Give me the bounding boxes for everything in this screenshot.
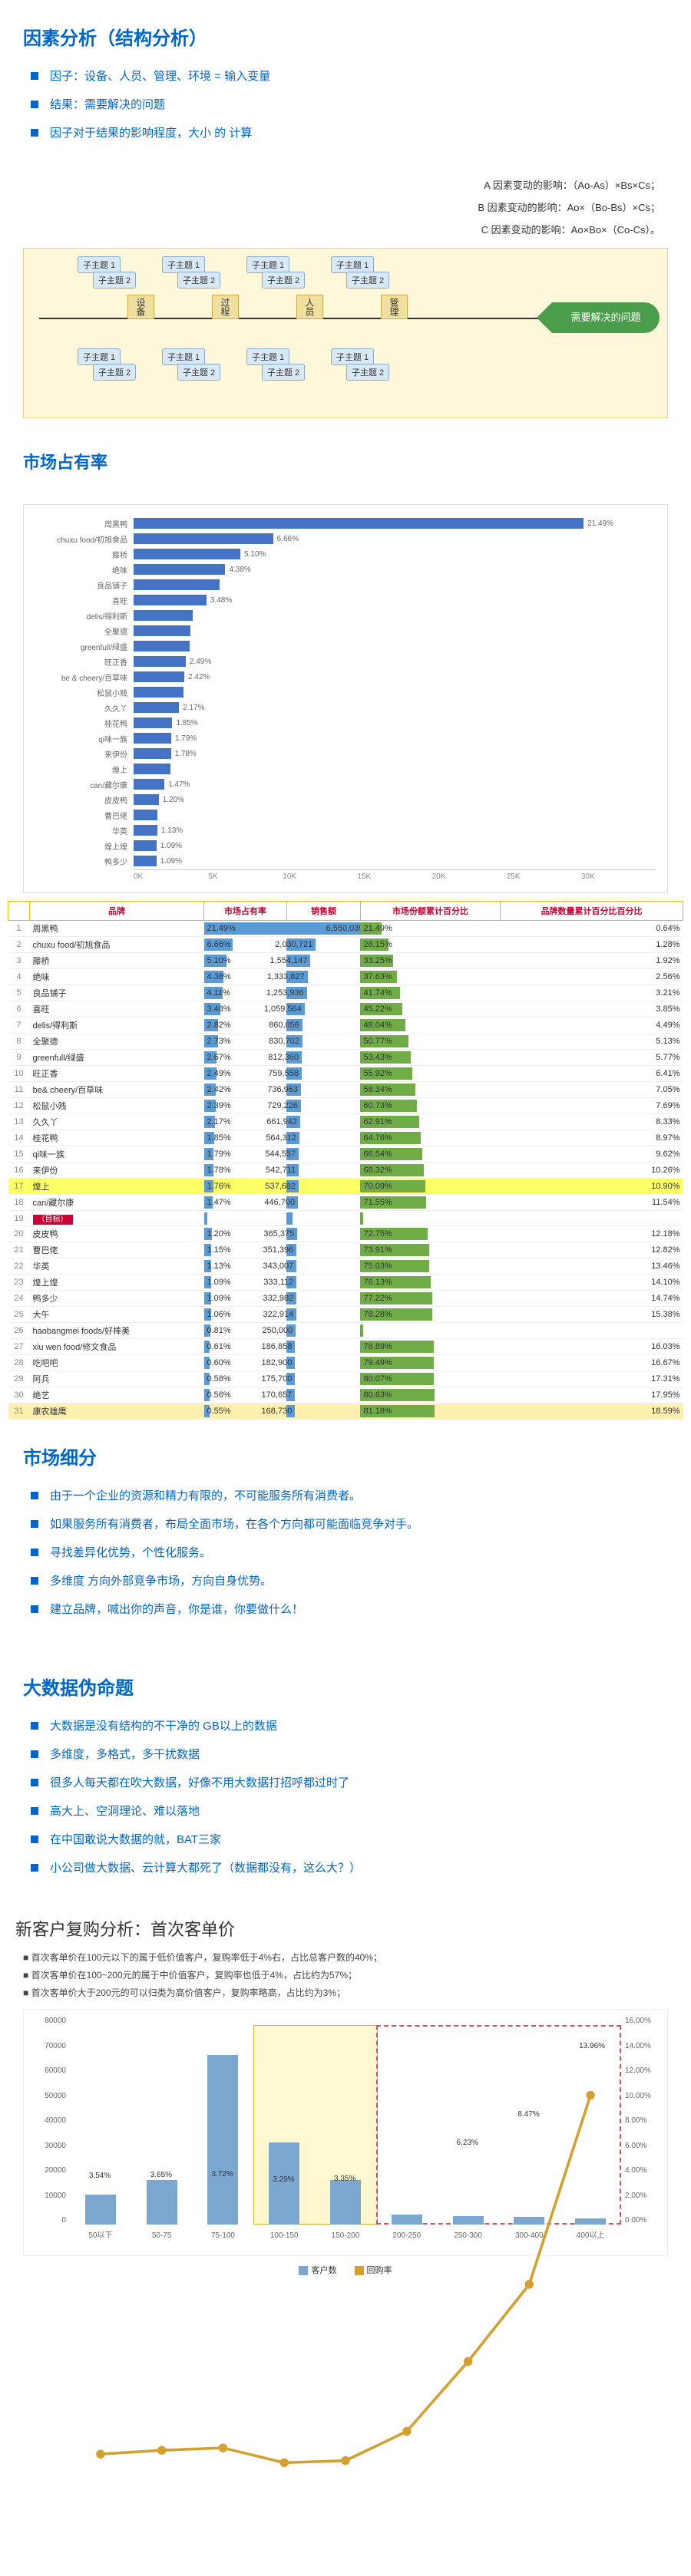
formula-line: A 因素变动的影响：（Ao-As）×Bs×Cs； [0, 173, 691, 196]
bullet-item: 大数据是没有结构的不干净的 GB以上的数据 [31, 1711, 668, 1740]
hbar-row: 松鼠小贱 [35, 685, 656, 699]
table-row: 23 煌上煌 1.09% 333,112 76.13% 14.10% [8, 1275, 683, 1291]
col-header: 市场占有率 [204, 902, 287, 921]
hbar-row: delis/得利斯 [35, 609, 656, 622]
table-row: 7 delis/得利斯 2.82% 860,056 48.04% 4.49% [8, 1018, 683, 1034]
hbar-row: 周黑鸭21.49% [35, 516, 656, 530]
table-row: 29 阿兵 0.58% 175,700 80.07% 17.31% [8, 1371, 683, 1387]
hbar-row: 久久丫2.17% [35, 701, 656, 714]
table-row: 26 haobangmei foods/好棒美 0.81% 250,000 [8, 1323, 683, 1339]
table-row: 6 喜旺 3.48% 1,059,564 45.22% 3.85% [8, 1001, 683, 1018]
bullet-item: 由于一个企业的资源和精力有限的，不可能服务所有消费者。 [31, 1481, 668, 1509]
hbar-row: 藤桥5.10% [35, 547, 656, 561]
table-row: 10 旺正香 2.49% 759,558 55.92% 6.41% [8, 1066, 683, 1082]
bigdata-list: 大数据是没有结构的不干净的 GB以上的数据多维度，多格式，多干扰数据很多人每天都… [23, 1711, 668, 1882]
note-line: ■ 首次客单价大于200元的可以归类为高价值客户，复购率略高，占比约为3%； [0, 1984, 691, 2001]
hbar-row: 绝味4.38% [35, 562, 656, 576]
table-row: 4 绝味 4.38% 1,333,827 37.63% 2.56% [8, 969, 683, 985]
bullet-item: 在中国敢说大数据的就，BAT三家 [31, 1825, 668, 1853]
hbar-row: chuxu food/初旭食品6.66% [35, 532, 656, 546]
bullet-item: 多维度，多格式，多干扰数据 [31, 1740, 668, 1768]
hbar-row: 曹巴佬 [35, 808, 656, 822]
table-row: 27 xiu wen food/修文食品 0.61% 186,858 78.89… [8, 1339, 683, 1355]
hbar-chart: 周黑鸭21.49% chuxu food/初旭食品6.66%藤桥5.10%绝味4.… [23, 504, 668, 893]
table-row: 12 松鼠小贱 2.39% 729,226 60.73% 7.69% [8, 1098, 683, 1114]
bigdata-title: 大数据伪命题 [23, 1673, 668, 1700]
fishbone-diagram: 需要解决的问题 子主题 1子主题 2子主题 1子主题 2设备子主题 1子主题 2… [23, 248, 668, 418]
table-row: 8 全聚德 2.73% 830,702 50.77% 5.13% [8, 1034, 683, 1050]
table-row: 19 （目标） [8, 1211, 683, 1226]
fish-head: 需要解决的问题 [552, 302, 660, 333]
hbar-row: 煌上煌1.09% [35, 839, 656, 853]
bullet-item: 因子对于结果的影响程度，大小 的 计算 [31, 118, 668, 147]
bullet-item: 结果：需要解决的问题 [31, 90, 668, 118]
hbar-row: 煌上 [35, 762, 656, 776]
hbar-row: greenfull/绿盛 [35, 639, 656, 653]
table-row: 31 康农雄鹰 0.55% 168,730 81.18% 18.59% [8, 1403, 683, 1420]
segment-title: 市场细分 [23, 1443, 668, 1469]
repurchase-title: 新客户复购分析：首次客单价 [0, 1908, 691, 1948]
table-row: 30 绝艺 0.56% 170,657 80.63% 17.95% [8, 1387, 683, 1403]
col-header: 品牌数量累计百分比百分比 [501, 902, 683, 921]
hbar-row: 旺正香2.49% [35, 655, 656, 668]
hbar-row: 来伊份1.78% [35, 747, 656, 760]
hbar-row: 全聚德 [35, 624, 656, 638]
table-row: 25 大午 1.06% 322,914 78.28% 15.38% [8, 1307, 683, 1323]
hbar-row: 喜旺3.48% [35, 593, 656, 607]
table-row: 11 be& cheery/百草味 2.42% 736,963 58.34% 7… [8, 1082, 683, 1098]
factor-title: 因素分析（结构分析） [23, 23, 668, 50]
formula-line: C 因素变动的影响：Ao×Bo×（Co-Cs）。 [0, 218, 691, 240]
formula-block: A 因素变动的影响：（Ao-As）×Bs×Cs；B 因素变动的影响：Ao×（Bo… [0, 173, 691, 240]
table-row: 13 久久丫 2.17% 661,942 62.91% 8.33% [8, 1114, 683, 1130]
bullet-item: 建立品牌，喊出你的声音，你是谁，你要做什么！ [31, 1595, 668, 1623]
hbar-row: 桂花鸭1.85% [35, 716, 656, 730]
table-row: 17 煌上 1.76% 537,682 70.09% 10.90% [8, 1179, 683, 1195]
bullet-item: 因子：设备、人员、管理、环境 = 输入变量 [31, 61, 668, 90]
table-row: 1 周黑鸭 21.49% 6,550,039 21.49% 0.64% [8, 921, 683, 937]
col-header: 品牌 [30, 902, 204, 921]
table-row: 18 can/藏尔康 1.47% 446,700 71.55% 11.54% [8, 1195, 683, 1211]
formula-line: B 因素变动的影响：Ao×（Bo-Bs）×Cs； [0, 196, 691, 218]
bullet-item: 多维度 方向外部竞争市场，方向自身优势。 [31, 1566, 668, 1595]
table-row: 28 吃吧吧 0.60% 182,900 79.49% 16.67% [8, 1355, 683, 1371]
combo-chart: 0100002000030000400005000060000700008000… [23, 2009, 668, 2256]
table-row: 14 桂花鸭 1.85% 564,312 64.76% 8.97% [8, 1130, 683, 1146]
table-row: 21 曹巴佬 1.15% 351,396 73.91% 12.82% [8, 1242, 683, 1258]
table-row: 9 greenfull/绿盛 2.67% 812,360 53.43% 5.77… [8, 1050, 683, 1066]
table-row: 24 鸭多少 1.09% 332,982 77.22% 14.74% [8, 1291, 683, 1307]
col-header: 销售额 [286, 902, 360, 921]
hbar-row: 华英1.13% [35, 823, 656, 837]
hbar-row: 良品铺子 [35, 578, 656, 592]
hbar-row: can/藏尔康1.47% [35, 777, 656, 791]
table-row: 22 华英 1.13% 343,007 75.03% 13.46% [8, 1258, 683, 1275]
hbar-row: be & cheery/百草味2.42% [35, 670, 656, 684]
bullet-item: 如果服务所有消费者，布局全面市场，在各个方向都可能面临竞争对手。 [31, 1509, 668, 1538]
hbar-row: qi味一族1.79% [35, 731, 656, 745]
table-row: 2 chuxu food/初旭食品 6.66% 2,030,721 28.15%… [8, 937, 683, 953]
table-row: 15 qi味一族 1.79% 544,557 66.54% 9.62% [8, 1146, 683, 1163]
table-row: 20 皮皮鸭 1.20% 365,375 72.75% 12.18% [8, 1226, 683, 1242]
bullet-item: 小公司做大数据、云计算大都死了（数据都没有，这么大？） [31, 1853, 668, 1882]
table-row: 3 藤桥 5.10% 1,554,147 33.25% 1.92% [8, 953, 683, 969]
brand-table: 品牌市场占有率销售额市场份额累计百分比品牌数量累计百分比百分比 1 周黑鸭 21… [8, 901, 683, 1420]
table-row: 16 来伊份 1.78% 542,711 68.32% 10.26% [8, 1163, 683, 1179]
factor-list: 因子：设备、人员、管理、环境 = 输入变量结果：需要解决的问题因子对于结果的影响… [23, 61, 668, 147]
note-line: ■ 首次客单价在100~200元的属于中价值客户，复购率也低于4%，占比约为57… [0, 1966, 691, 1984]
bullet-item: 寻找差异化优势，个性化服务。 [31, 1538, 668, 1566]
segment-list: 由于一个企业的资源和精力有限的，不可能服务所有消费者。如果服务所有消费者，布局全… [23, 1481, 668, 1623]
marketshare-title: 市场占有率 [23, 449, 668, 473]
bullet-item: 很多人每天都在吹大数据，好像不用大数据打招呼都过时了 [31, 1768, 668, 1796]
hbar-row: 鸭多少1.09% [35, 854, 656, 868]
note-line: ■ 首次客单价在100元以下的属于低价值客户，复购率低于4%右，占比总客户数的4… [0, 1948, 691, 1966]
bullet-item: 高大上、空洞理论、难以落地 [31, 1796, 668, 1825]
col-header: 市场份额累计百分比 [360, 902, 500, 921]
hbar-row: 皮皮鸭1.20% [35, 793, 656, 806]
table-row: 5 良品铺子 4.11% 1,253,936 41.74% 3.21% [8, 985, 683, 1001]
